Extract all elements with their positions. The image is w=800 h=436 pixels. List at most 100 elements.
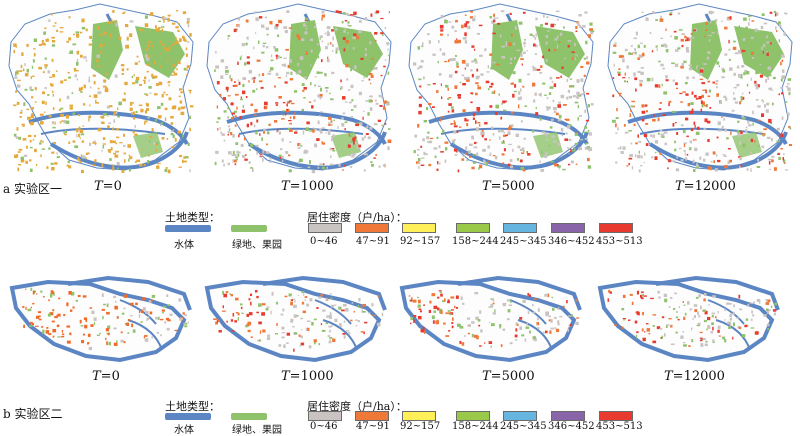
parcel — [124, 81, 128, 86]
parcel — [233, 28, 237, 33]
time-label-b-2: T=5000 — [482, 369, 535, 384]
parcel — [15, 90, 18, 93]
parcel — [587, 165, 592, 169]
parcel — [737, 131, 741, 136]
parcel — [101, 115, 105, 119]
parcel — [238, 134, 240, 138]
parcel — [455, 307, 459, 309]
parcel — [489, 139, 491, 141]
parcel — [448, 59, 450, 63]
parcel — [228, 128, 231, 131]
parcel — [282, 110, 285, 112]
parcel — [36, 293, 38, 295]
parcel — [256, 295, 259, 299]
parcel — [672, 79, 675, 82]
parcel — [546, 138, 548, 142]
parcel — [117, 167, 119, 170]
parcel — [584, 126, 587, 129]
parcel — [225, 69, 229, 73]
parcel — [146, 47, 149, 51]
parcel — [124, 159, 126, 163]
parcel — [51, 121, 54, 125]
parcel — [675, 82, 678, 86]
parcel — [280, 313, 284, 316]
parcel — [622, 58, 625, 63]
parcel — [60, 80, 64, 84]
parcel — [347, 24, 349, 27]
parcel — [706, 56, 710, 60]
parcel — [693, 121, 696, 126]
parcel — [321, 14, 326, 18]
parcel — [767, 328, 770, 331]
parcel — [630, 142, 633, 145]
parcel — [750, 36, 754, 39]
parcel — [755, 86, 759, 90]
parcel — [183, 37, 186, 41]
parcel — [293, 314, 297, 318]
parcel — [685, 39, 689, 42]
parcel — [471, 60, 475, 63]
parcel — [745, 71, 750, 75]
parcel — [583, 57, 586, 60]
parcel — [684, 35, 687, 39]
parcel — [50, 290, 53, 294]
parcel — [494, 155, 498, 160]
parcel — [761, 46, 763, 50]
parcel — [475, 127, 480, 132]
parcel — [240, 96, 242, 99]
parcel — [173, 71, 176, 73]
parcel — [353, 11, 357, 15]
parcel — [35, 164, 38, 166]
parcel — [39, 142, 42, 145]
parcel — [510, 124, 514, 127]
parcel — [559, 315, 563, 318]
parcel — [736, 317, 740, 319]
parcel — [369, 126, 373, 130]
parcel — [145, 310, 149, 314]
parcel — [180, 91, 184, 94]
parcel — [96, 54, 100, 58]
parcel — [413, 150, 416, 154]
parcel — [52, 25, 56, 27]
parcel — [544, 94, 547, 96]
parcel — [561, 66, 564, 69]
parcel — [677, 12, 681, 15]
parcel — [103, 303, 106, 306]
parcel — [520, 120, 523, 123]
parcel — [710, 20, 712, 24]
parcel — [151, 128, 154, 132]
parcel — [743, 17, 747, 21]
parcel — [135, 110, 138, 114]
parcel — [676, 132, 679, 135]
parcel — [786, 113, 790, 115]
parcel — [234, 84, 238, 87]
parcel — [13, 133, 17, 137]
parcel — [168, 58, 171, 60]
parcel — [359, 20, 362, 23]
parcel — [89, 35, 92, 39]
parcel — [689, 308, 692, 311]
parcel — [47, 70, 50, 74]
parcel — [636, 331, 639, 334]
parcel — [348, 332, 351, 335]
parcel — [353, 310, 355, 313]
parcel — [138, 60, 140, 63]
parcel — [166, 317, 170, 321]
parcel — [570, 160, 574, 164]
parcel — [45, 101, 47, 105]
parcel — [285, 48, 289, 51]
parcel — [47, 313, 51, 317]
parcel — [329, 42, 332, 45]
parcel — [17, 79, 21, 82]
parcel — [109, 36, 111, 38]
parcel — [657, 290, 660, 294]
parcel — [363, 331, 365, 335]
parcel — [348, 101, 352, 104]
parcel — [131, 112, 133, 115]
parcel — [256, 311, 259, 314]
parcel — [118, 101, 122, 106]
parcel — [454, 30, 457, 32]
parcel — [48, 19, 51, 22]
parcel — [766, 323, 770, 327]
parcel — [584, 11, 588, 14]
